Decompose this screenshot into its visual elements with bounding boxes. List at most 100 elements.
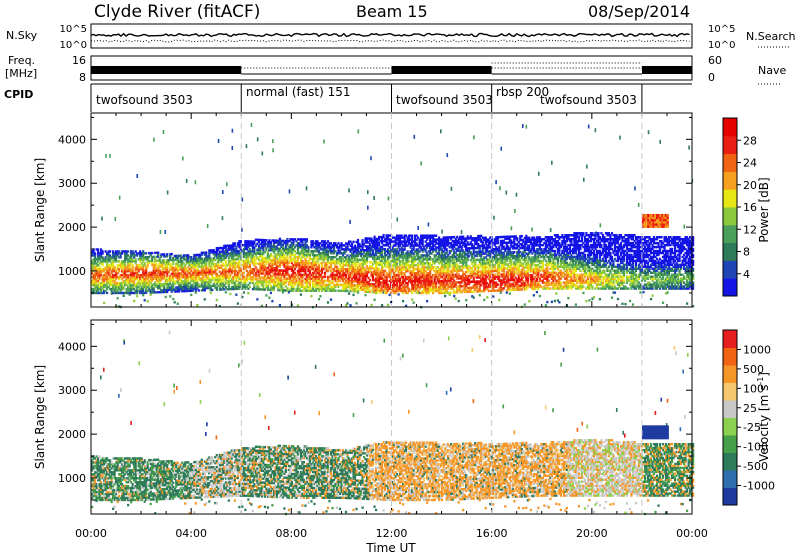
power-cell [240,240,242,242]
power-cell [268,297,270,299]
power-cell [300,293,302,295]
power-cell [225,260,227,262]
power-cell [361,239,363,241]
power-cell [285,285,287,287]
power-cell [306,238,308,240]
power-cell [246,270,248,272]
power-cell [229,293,231,295]
cpid-segment-label: twofsound 3503 [96,93,193,107]
freq-label-line2: [MHz] [5,67,37,80]
freq-bar [642,66,692,74]
power-cell [348,292,350,294]
power-cell [363,267,365,269]
power-cell [238,260,240,262]
power-cell [357,291,359,293]
power-cell [486,296,488,298]
power-panel: 4000300020001000 Slant Range [km] 282420… [33,113,771,308]
power-cell [102,250,104,252]
power-cell [370,261,372,263]
power-cell [114,266,116,268]
power-cell [327,301,329,303]
power-cell [271,255,273,257]
station-title: Clyde River (fitACF) [94,2,260,22]
power-cell [190,294,192,296]
power-cell [214,259,216,261]
power-cell [349,304,351,306]
nave-tick-bottom: 0 [708,71,715,84]
power-cell [211,289,213,291]
power-cell [196,279,198,281]
power-cell [127,250,129,252]
power-cell [123,295,125,297]
nsky-tick-bottom-right: 10^0 [708,40,735,51]
power-cell [256,298,258,300]
power-cell [370,304,372,306]
power-cell [385,272,387,274]
power-cell [109,250,111,252]
power-cell [184,264,186,266]
nsky-tick-top-right: 10^5 [708,24,735,35]
power-cell [247,292,249,294]
power-cell [135,258,137,260]
power-cell [352,294,354,296]
power-cell [148,256,150,258]
nave-tick-top: 60 [708,54,722,67]
power-cell [384,270,386,272]
power-cell [450,291,452,293]
nsky-label: N.Sky [6,29,38,42]
power-cell [136,295,138,297]
power-cell [211,267,213,269]
nsky-trace [91,34,690,37]
power-cell [435,234,437,236]
power-cell [279,238,281,240]
power-cell [346,254,348,256]
power-cell [355,302,357,304]
nsky-tick-top-left: 10^5 [60,24,87,35]
power-scatter [91,123,694,308]
power-cell [453,295,455,297]
power-cell [97,248,99,250]
power-cell [310,295,312,297]
power-cell [144,299,146,301]
power-cell [286,238,288,240]
power-cell [398,293,400,295]
power-cell [367,277,369,279]
power-cell [165,296,167,298]
power-cell [411,234,413,236]
power-cell [483,299,485,301]
power-cell [204,298,206,300]
power-cell [334,290,336,292]
power-cell [444,295,446,297]
power-cell [169,295,171,297]
power-cell [243,291,245,293]
cpid-segment-label: twofsound 3503 [540,93,637,107]
power-cell [258,286,260,288]
power-cell [210,292,212,294]
power-cell [330,298,332,300]
power-cell [249,248,251,250]
power-cell [265,294,267,296]
power-cell [223,288,225,290]
power-cell [172,298,174,300]
power-cell [270,285,272,287]
power-cell [307,246,309,248]
power-cell [225,266,227,268]
power-cell [166,253,168,255]
power-cell [346,302,348,304]
nsearch-label: N.Search [746,30,796,43]
power-cell [465,299,467,301]
power-cell [142,294,144,296]
power-cell [243,272,245,274]
power-cell [234,242,236,244]
power-cell [235,246,237,248]
power-cell [174,301,176,303]
power-cell [461,291,463,293]
power-cell [369,279,371,281]
power-cell [366,265,368,267]
freq-tick-bottom: 8 [79,71,86,84]
power-cell [482,241,484,243]
power-cell [270,292,272,294]
nave-label: Nave [758,64,786,77]
power-cell [370,238,372,240]
